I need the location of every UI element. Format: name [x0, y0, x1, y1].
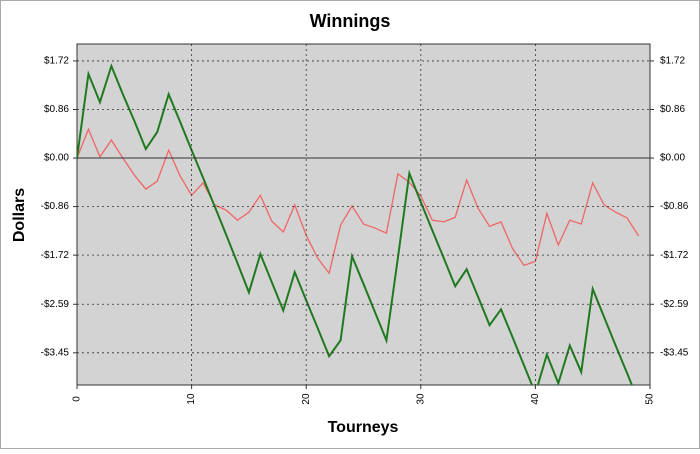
y-tick-label: -$0.86 [41, 201, 70, 212]
y-tick-label: -$1.72 [41, 250, 70, 261]
x-tick-label: 20 [301, 393, 312, 405]
y2-tick-label: -$2.59 [660, 299, 689, 310]
series-line [77, 127, 640, 275]
y-tick-label: -$3.45 [41, 347, 70, 358]
series-line [77, 63, 633, 385]
x-tick-label: 30 [415, 393, 426, 405]
y-tick-label: $1.72 [44, 56, 69, 67]
plot-area [76, 43, 651, 386]
y2-tick-label: $1.72 [660, 56, 685, 67]
y2-tick-label: $0.00 [660, 153, 685, 164]
x-tick-label: 0 [72, 396, 83, 402]
y-tick-label: $0.00 [44, 153, 69, 164]
x-tick-label: 10 [186, 393, 197, 405]
y-tick-label: -$2.59 [41, 299, 70, 310]
x-axis-label: Tourneys [328, 419, 399, 436]
y2-tick-label: -$3.45 [660, 347, 689, 358]
y2-tick-label: -$1.72 [660, 250, 689, 261]
x-tick-label: 50 [645, 393, 656, 405]
y-tick-label: $0.86 [44, 104, 69, 115]
chart-title: Winnings [310, 11, 391, 31]
y2-tick-label: -$0.86 [660, 201, 689, 212]
y-axis-label: Dollars [11, 188, 28, 242]
y2-tick-label: $0.86 [660, 104, 685, 115]
x-tick-label: 40 [530, 393, 541, 405]
